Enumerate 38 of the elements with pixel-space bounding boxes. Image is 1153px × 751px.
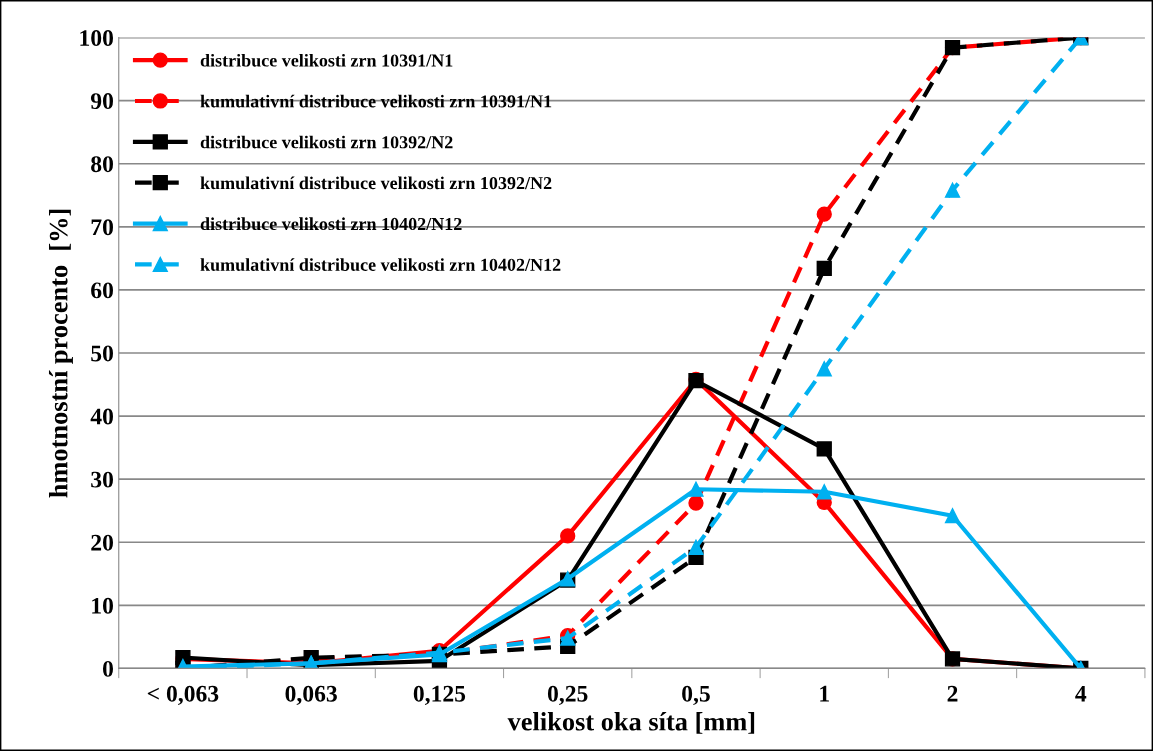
x-tick-label: 0,25: [547, 685, 588, 706]
point: [816, 260, 832, 277]
y-tick-label: 100: [80, 30, 113, 46]
x-tick-label: 0,5: [682, 685, 710, 706]
y-tick-label: 40: [90, 408, 113, 425]
y-tick-label: 30: [91, 471, 113, 488]
legend-label: distribuce velikosti zrn 10391/N1: [200, 53, 453, 67]
legend-label: distribuce velikosti zrn 10402/N12: [200, 217, 462, 231]
point: [944, 182, 961, 198]
point: [688, 539, 704, 555]
y-tick-label: 70: [91, 219, 113, 236]
x-tick-label: 0,125: [413, 685, 466, 706]
point: [944, 508, 961, 524]
y-tick-label: 50: [91, 345, 113, 362]
y-tick-label: 90: [90, 93, 113, 110]
y-axis-title: hmotnostní procento [%]: [48, 209, 73, 498]
y-tick-label: 0: [102, 660, 113, 677]
y-tick-label: 10: [92, 597, 113, 614]
point: [688, 495, 704, 511]
x-tick-label: 1: [820, 685, 829, 702]
point: [816, 484, 832, 500]
x-tick-label: 0,063: [285, 685, 337, 706]
x-tick-label: 4: [1075, 685, 1087, 702]
point: [688, 481, 704, 497]
legend-label: kumulativní distribuce velikosti zrn 10402/N12: [200, 258, 561, 271]
point: [816, 441, 832, 457]
legend-label: kumulativní distribuce velikosti zrn 10392/N2: [200, 176, 552, 190]
point: [560, 528, 576, 544]
y-tick-label: 60: [91, 282, 113, 299]
x-tick-label: < 0,063: [147, 685, 219, 706]
legend-label: kumulativní distribuce velikosti zrn 10391/N1: [200, 94, 552, 108]
y-tick-label: 20: [91, 534, 113, 551]
legend-label: distribuce velikosti zrn 10392/N2: [200, 135, 453, 149]
point: [816, 206, 832, 222]
x-axis-title: velikost oka síta [mm]: [507, 712, 755, 734]
x-tick-label: 2: [947, 685, 958, 702]
y-tick-label: 80: [91, 156, 113, 173]
point: [816, 361, 832, 377]
